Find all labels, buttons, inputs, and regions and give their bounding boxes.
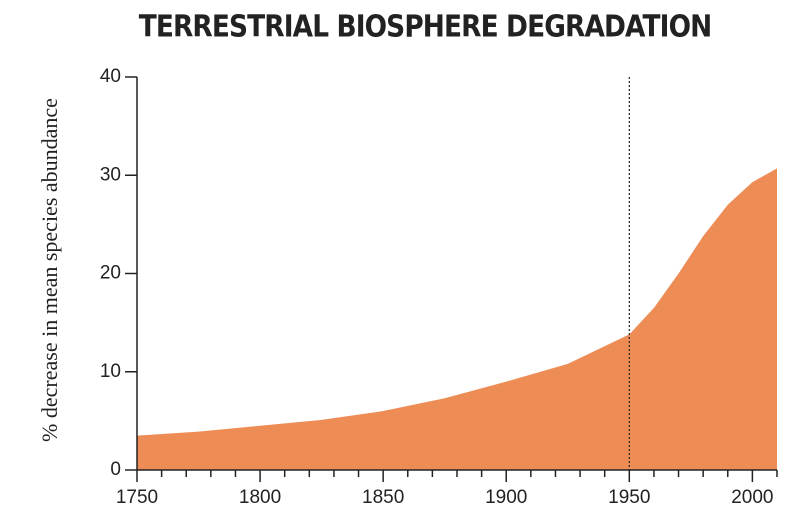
y-axis-label: % decrease in mean species abundance bbox=[37, 98, 62, 442]
y-tick-label: 0 bbox=[110, 459, 121, 480]
x-tick-label: 1850 bbox=[362, 487, 404, 508]
x-tick-label: 1800 bbox=[239, 487, 281, 508]
x-tick-label: 2000 bbox=[731, 487, 773, 508]
y-tick-label: 20 bbox=[100, 263, 121, 284]
y-tick-label: 30 bbox=[100, 164, 121, 185]
x-tick-label: 1750 bbox=[116, 487, 158, 508]
area bbox=[137, 168, 777, 470]
x-tick-label: 1900 bbox=[485, 487, 527, 508]
y-tick-label: 40 bbox=[100, 66, 121, 87]
y-tick-label: 10 bbox=[100, 361, 121, 382]
x-tick-label: 1950 bbox=[608, 487, 650, 508]
chart-title: TERRESTRIAL BIOSPHERE DEGRADATION bbox=[139, 9, 712, 44]
